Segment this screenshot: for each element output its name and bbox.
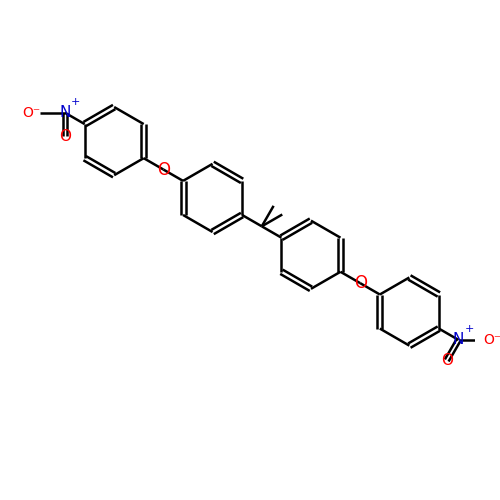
Text: O: O bbox=[157, 160, 170, 178]
Text: O⁻: O⁻ bbox=[22, 106, 40, 120]
Text: +: + bbox=[71, 96, 81, 106]
Text: O: O bbox=[59, 129, 71, 144]
Text: +: + bbox=[464, 324, 474, 334]
Text: O: O bbox=[354, 274, 366, 292]
Text: O: O bbox=[440, 353, 452, 368]
Text: N: N bbox=[60, 105, 70, 120]
Text: O⁻: O⁻ bbox=[483, 333, 500, 347]
Text: N: N bbox=[453, 332, 464, 347]
